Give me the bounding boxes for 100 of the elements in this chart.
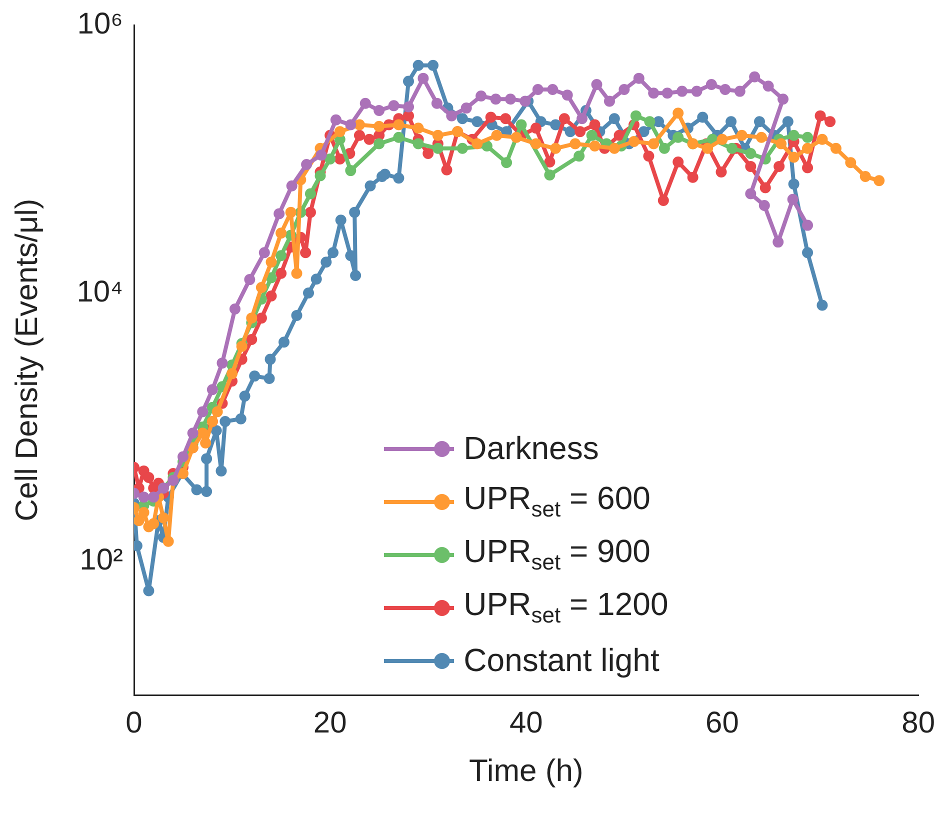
point	[374, 105, 385, 116]
point	[360, 98, 371, 109]
point	[212, 406, 223, 418]
point	[216, 358, 228, 369]
point	[788, 152, 800, 163]
point	[830, 142, 842, 154]
point	[456, 142, 468, 154]
point	[633, 72, 644, 84]
point	[758, 200, 770, 211]
point	[491, 130, 502, 141]
point	[734, 86, 746, 97]
x-axis-title: Time (h)	[469, 752, 584, 788]
point	[550, 142, 562, 154]
point	[570, 138, 581, 150]
point	[618, 84, 630, 96]
point	[226, 368, 238, 380]
x-tick-label: 60	[706, 706, 739, 740]
point	[432, 142, 444, 154]
legend-label: UPR$_{set}$ = 600	[464, 480, 650, 523]
x-tick-label: 40	[509, 706, 543, 740]
point	[706, 78, 717, 90]
point	[816, 134, 828, 145]
point	[334, 126, 346, 138]
point	[393, 132, 404, 143]
point	[301, 158, 312, 170]
point	[845, 157, 856, 168]
y-tick-label: 10⁴	[76, 275, 123, 308]
point	[472, 138, 483, 150]
point	[324, 154, 336, 164]
point	[726, 142, 738, 154]
point	[574, 150, 585, 162]
point	[628, 136, 640, 148]
point	[504, 94, 516, 105]
point	[702, 142, 714, 154]
point	[345, 119, 356, 130]
point	[530, 138, 542, 150]
point	[412, 138, 424, 150]
point	[258, 247, 270, 258]
point	[316, 150, 327, 161]
point	[532, 84, 544, 96]
point	[276, 228, 287, 239]
y-tick-label: 10²	[80, 543, 124, 576]
point	[662, 88, 673, 99]
point	[286, 180, 298, 192]
point	[314, 170, 326, 182]
point	[787, 194, 798, 205]
point	[591, 78, 602, 90]
point	[672, 132, 684, 143]
x-tick-label: 20	[313, 706, 347, 740]
point	[266, 256, 277, 268]
point	[490, 94, 502, 105]
point	[672, 108, 684, 119]
point	[778, 94, 789, 105]
point	[745, 188, 756, 200]
point	[644, 116, 656, 128]
point	[446, 110, 458, 122]
legend-label: UPR$_{set}$ = 900	[464, 533, 650, 576]
point	[138, 492, 150, 503]
point	[762, 80, 774, 92]
point	[562, 90, 573, 101]
point	[510, 132, 522, 143]
point	[244, 274, 256, 286]
point	[547, 84, 558, 96]
point	[648, 138, 660, 150]
point	[736, 130, 748, 141]
x-tick-label: 80	[902, 706, 936, 740]
point	[520, 96, 531, 107]
point	[544, 169, 556, 180]
point	[431, 98, 442, 109]
point	[246, 312, 258, 324]
point	[388, 100, 400, 112]
point	[178, 451, 189, 462]
point	[134, 515, 144, 526]
point	[630, 110, 642, 122]
point	[236, 340, 248, 352]
point	[148, 518, 160, 530]
point	[788, 130, 800, 141]
point	[460, 102, 472, 114]
point	[756, 132, 767, 143]
point	[608, 142, 620, 154]
point	[860, 171, 871, 182]
point	[874, 175, 885, 186]
point	[749, 71, 760, 82]
point	[374, 138, 385, 150]
point	[676, 86, 688, 97]
legend-label: UPR$_{set}$ = 1200	[464, 586, 668, 629]
point	[586, 130, 598, 141]
point	[720, 84, 731, 96]
point	[206, 384, 218, 396]
point	[138, 507, 150, 518]
point	[200, 437, 212, 448]
point	[374, 120, 385, 132]
point	[501, 157, 512, 168]
point	[516, 119, 527, 130]
point	[158, 512, 169, 524]
point	[648, 88, 660, 99]
point	[658, 142, 670, 154]
legend-label: Darkness	[464, 430, 599, 467]
point	[403, 101, 414, 112]
y-axis-title: Cell Density (Events/μl)	[9, 198, 44, 522]
